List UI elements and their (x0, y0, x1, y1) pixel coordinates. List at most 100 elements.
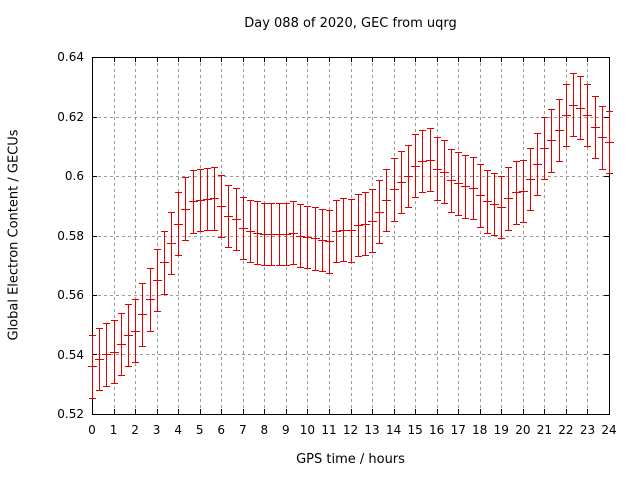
error-bar (296, 204, 305, 268)
error-bar (325, 210, 334, 274)
x-tick-label: 0 (88, 423, 96, 437)
x-tick-label: 5 (195, 423, 204, 437)
error-bar (318, 209, 327, 272)
error-bar (289, 201, 298, 265)
error-bar (267, 203, 276, 266)
x-tick-label: 13 (364, 423, 380, 437)
x-tick-label: 20 (515, 423, 531, 437)
x-tick-label: 16 (429, 423, 445, 437)
x-tick-label: 4 (174, 423, 182, 437)
x-tick-label: 1 (109, 423, 118, 437)
error-bar (217, 175, 226, 238)
error-bar (605, 111, 614, 174)
error-bar (146, 268, 155, 332)
error-bar (418, 130, 427, 193)
error-bar (569, 73, 578, 137)
error-bar (375, 180, 384, 244)
error-bar (282, 203, 291, 266)
x-tick-label: 24 (601, 423, 617, 437)
error-bar (583, 84, 592, 147)
x-tick-label: 18 (472, 423, 488, 437)
error-bar (447, 149, 456, 213)
error-bar (210, 167, 219, 231)
error-bar (562, 84, 571, 147)
error-bar (224, 185, 233, 248)
x-tick-label: 10 (299, 423, 316, 437)
error-bar (454, 152, 463, 216)
y-tick-label: 0.64 (57, 50, 84, 64)
x-tick-label: 9 (282, 423, 290, 437)
x-axis-label: GPS time / hours (296, 452, 405, 467)
x-tick-label: 15 (407, 423, 423, 437)
error-bar (512, 161, 521, 225)
error-bar (547, 109, 556, 173)
error-bar (167, 212, 176, 275)
error-bar (461, 155, 470, 219)
error-bar (246, 200, 255, 263)
error-bar (196, 169, 205, 232)
error-bar (232, 188, 241, 251)
error-bar (533, 133, 542, 196)
error-bar (117, 313, 126, 376)
x-tick-label: 17 (450, 423, 466, 437)
error-bar (497, 176, 506, 239)
error-bar (138, 283, 147, 347)
error-bar (110, 320, 119, 384)
y-axis-label: Global Electron Content / GECUs (6, 129, 22, 341)
y-tick-label: 0.58 (57, 228, 84, 243)
error-bar (102, 323, 111, 387)
error-bar (433, 137, 442, 201)
y-tick-label: 0.6 (64, 169, 84, 183)
x-tick-label: 7 (238, 423, 247, 437)
x-tick-label: 22 (558, 423, 574, 437)
x-tick-label: 3 (152, 423, 161, 437)
error-bar (426, 128, 435, 192)
error-bar (390, 158, 399, 222)
error-bar (483, 170, 492, 234)
error-bar-series (88, 73, 614, 399)
error-bar (411, 134, 420, 198)
x-tick-label: 19 (493, 423, 509, 437)
error-bar (591, 96, 600, 159)
x-tick-label: 12 (342, 423, 359, 437)
error-bar (311, 207, 320, 271)
y-tick-label: 0.56 (57, 288, 84, 302)
x-tick-label: 14 (385, 423, 402, 437)
error-bar (303, 206, 312, 269)
error-bar (368, 189, 377, 253)
error-bar (124, 304, 133, 367)
error-bar (332, 200, 341, 263)
error-bar (598, 106, 607, 170)
error-bar (189, 170, 198, 234)
x-tick-label: 21 (536, 423, 553, 437)
error-bar (131, 299, 140, 363)
error-bar (519, 160, 528, 223)
error-bar (174, 192, 183, 256)
error-bar (404, 145, 413, 208)
error-bar (382, 169, 391, 232)
error-bar (347, 199, 356, 263)
error-bar (490, 173, 499, 236)
error-bar (354, 194, 363, 257)
error-bar (361, 192, 370, 256)
error-bar (160, 231, 169, 295)
error-bar (239, 197, 248, 260)
x-tick-label: 23 (579, 423, 596, 437)
x-tick-label: 6 (217, 423, 226, 437)
error-bar (555, 99, 564, 162)
error-bar (95, 328, 104, 391)
error-bar (181, 177, 190, 241)
x-tick-label: 8 (260, 423, 269, 437)
y-tick-label: 0.62 (57, 109, 84, 124)
error-bar (153, 249, 162, 312)
error-bar (504, 167, 513, 231)
y-tick-label: 0.52 (57, 407, 84, 421)
y-tick-label: 0.54 (57, 347, 84, 362)
error-bar (576, 76, 585, 140)
error-bar (440, 140, 449, 204)
x-tick-label: 2 (131, 423, 139, 437)
error-bar (476, 164, 485, 228)
chart-title: Day 088 of 2020, GEC from uqrg (244, 16, 457, 31)
